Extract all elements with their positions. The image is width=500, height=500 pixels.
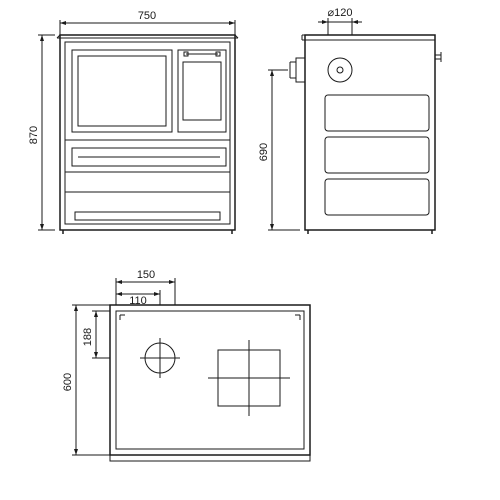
flue-outlet [328, 58, 352, 82]
dim-flue-height: 690 [258, 143, 270, 161]
dim-top-offset-inner: 110 [129, 295, 147, 307]
front-view: 750 870 [28, 10, 238, 234]
top-view: 150 110 188 600 [62, 269, 310, 461]
side-panel-1 [325, 95, 429, 131]
drawing-canvas: 750 870 [0, 0, 500, 500]
dim-flue-diameter: ⌀120 [328, 7, 353, 19]
side-view: ⌀120 690 [258, 7, 441, 234]
flue-collar [296, 58, 305, 82]
dim-top-offset-vertical: 188 [82, 328, 94, 346]
dim-front-height: 870 [28, 126, 40, 144]
dim-top-depth: 600 [62, 373, 74, 391]
dim-front-width: 750 [138, 10, 156, 22]
side-panel-3 [325, 179, 429, 215]
base-vent [75, 212, 220, 220]
oven-door [72, 50, 172, 132]
dim-top-offset-outer: 150 [137, 269, 155, 281]
side-panel-2 [325, 137, 429, 173]
